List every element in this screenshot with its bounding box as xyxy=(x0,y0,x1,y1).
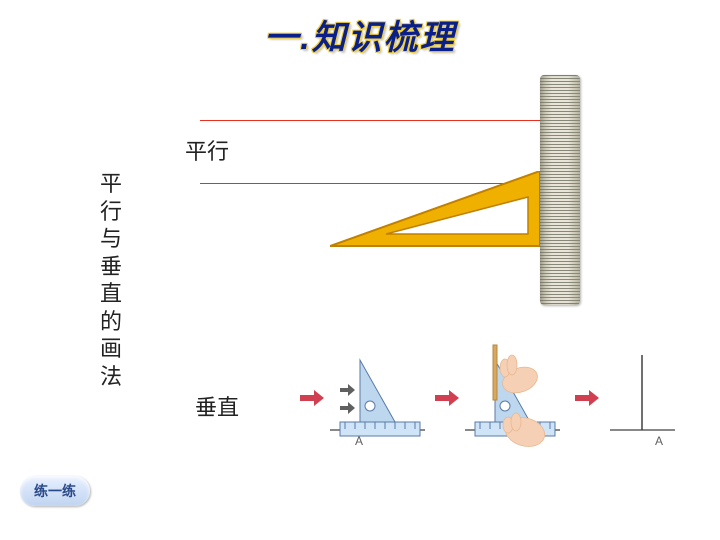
perp-step-3: A xyxy=(575,355,675,448)
page-title: 一.知识梳理 xyxy=(0,10,720,59)
label-perpendicular: 垂直 xyxy=(195,390,239,422)
svg-text:A: A xyxy=(655,434,663,448)
parallel-diagram xyxy=(240,75,580,305)
section-vertical-label: 平行与垂直的画法 xyxy=(100,170,122,390)
pencil-icon xyxy=(493,345,497,400)
parallel-line-1 xyxy=(200,120,540,121)
perp-step-2 xyxy=(435,345,560,451)
hand-icon xyxy=(502,413,548,451)
perpendicular-diagram: A xyxy=(300,340,680,460)
practice-button[interactable]: 练一练 xyxy=(20,476,90,506)
set-square-icon xyxy=(330,171,540,251)
page-root: 一.知识梳理 平行与垂直的画法 平行 垂直 A xyxy=(0,0,720,540)
perp-step-1: A xyxy=(300,360,425,448)
label-parallel: 平行 xyxy=(185,134,229,166)
perpendicular-steps-svg: A xyxy=(300,340,680,460)
ruler-vertical xyxy=(540,75,580,305)
